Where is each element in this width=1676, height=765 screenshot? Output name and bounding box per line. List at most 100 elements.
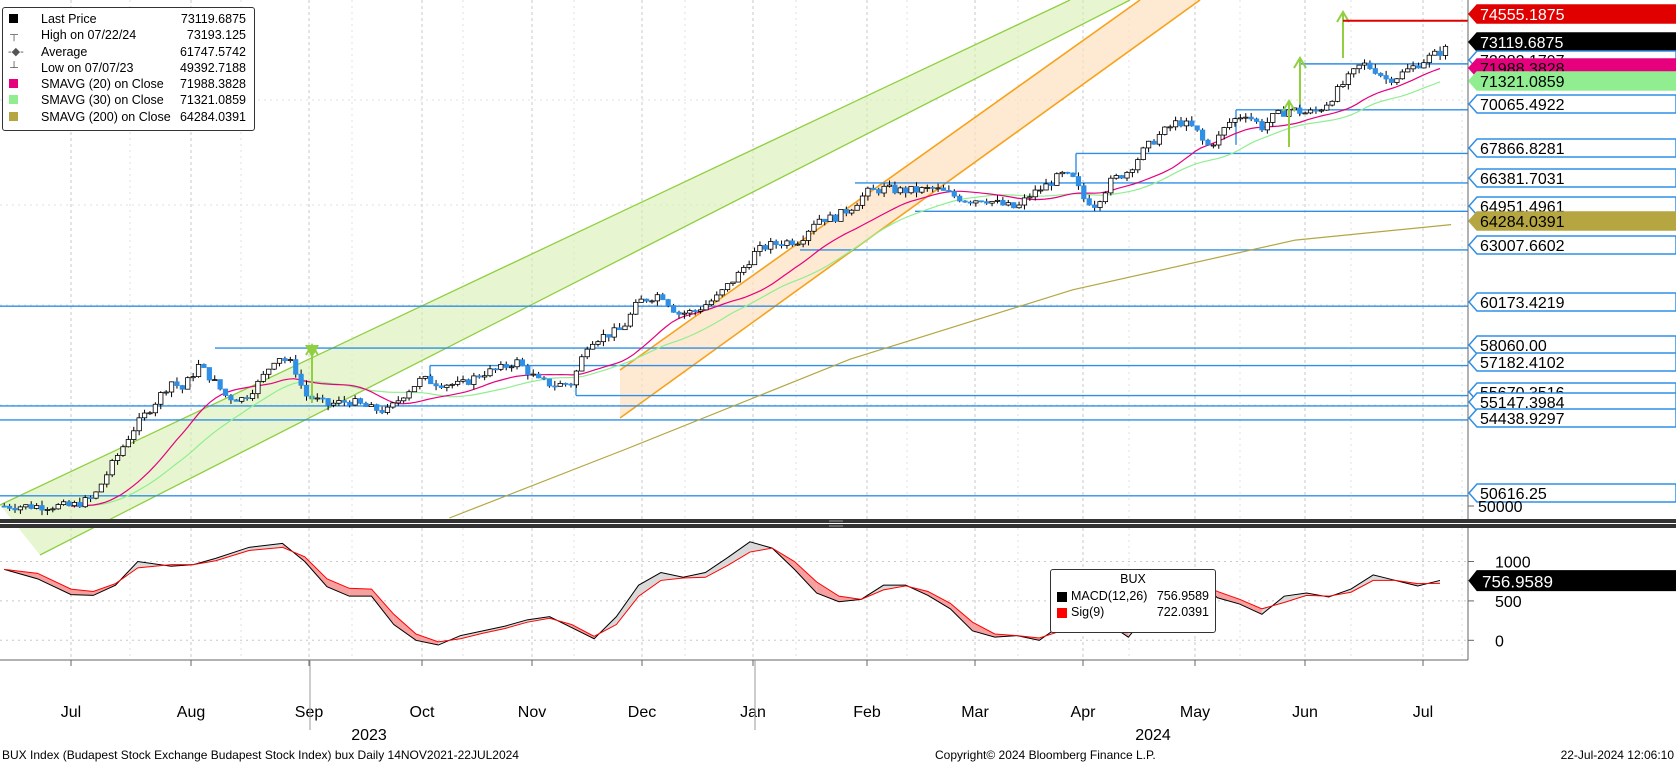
light-green-square-icon: [9, 95, 18, 105]
candle-up: [1135, 159, 1141, 171]
candle-up: [1442, 45, 1449, 56]
macd-y-tick-label: 1000: [1495, 555, 1531, 572]
candle-down: [870, 187, 876, 190]
candle-down: [1194, 125, 1200, 131]
macd-histogram-fill: [215, 547, 250, 561]
candle-up: [681, 312, 687, 315]
price-label-text: 73119.6875: [1480, 35, 1563, 52]
candle-up: [255, 380, 261, 395]
target-arrow-head: [1293, 56, 1307, 69]
price-axis: 74555.187573119.687572382.179771988.3828…: [1467, 0, 1676, 660]
legend-item-low: ┴ Low on 07/07/23 49392.7188: [7, 60, 250, 76]
candle-up: [649, 300, 655, 303]
candle-down: [465, 379, 472, 385]
legend-value: 64284.0391: [179, 109, 246, 124]
candle-up: [1183, 120, 1189, 127]
price-label-text: 63007.6602: [1480, 238, 1565, 255]
candle-up: [60, 501, 67, 505]
price-label: 67866.8281: [1467, 138, 1676, 158]
candle-up: [805, 230, 812, 241]
candle-up: [795, 243, 801, 246]
candle-down: [1199, 129, 1206, 141]
legend-value: 73119.6875: [180, 12, 246, 26]
candle-down: [692, 310, 698, 312]
legend-label: SMAVG (30) on Close: [41, 93, 164, 108]
legend-item-average: -◆- Average 61747.5742: [7, 44, 250, 60]
macd-histogram-fill: [705, 557, 728, 578]
y-tick-label: 50000: [1478, 499, 1523, 516]
candle-down: [1065, 171, 1071, 174]
candle-down: [39, 505, 45, 511]
panel-divider[interactable]: [0, 519, 1676, 528]
candle-down: [1119, 175, 1125, 179]
candle-up: [919, 187, 925, 193]
candle-up: [881, 185, 887, 194]
candle-down: [676, 311, 682, 315]
candle-up: [455, 380, 461, 385]
smavg-200-path: [449, 224, 1452, 519]
price-label-box: [1467, 335, 1676, 355]
legend-label: SMAVG (20) on Close: [41, 77, 164, 92]
price-label-box: [1467, 292, 1676, 312]
candle-up: [697, 309, 704, 312]
candle-down: [222, 388, 229, 396]
candle-down: [903, 187, 909, 194]
candle-up: [1302, 112, 1308, 115]
macd-histogram-fill: [1284, 593, 1307, 603]
macd-histogram-fill: [571, 624, 595, 639]
legend-item-smavg200: SMAVG (200) on Close 64284.0391: [7, 109, 250, 125]
candle-down: [930, 187, 936, 189]
candle-up: [1243, 116, 1249, 119]
red-square-icon: [1057, 608, 1067, 618]
candle-up: [1356, 64, 1362, 70]
macd-histogram-fill: [928, 591, 951, 609]
candle-up: [185, 377, 191, 390]
candle-down: [503, 363, 509, 368]
macd-histogram-fill: [616, 585, 639, 625]
candle-down: [519, 359, 526, 367]
target-arrows: [305, 10, 1468, 402]
candle-down: [1383, 75, 1389, 80]
candle-down: [536, 373, 542, 379]
candle-down: [1248, 116, 1254, 120]
macd-y-tick-label: 500: [1495, 594, 1522, 611]
candle-down: [789, 240, 795, 246]
x-tick-label: May: [1180, 704, 1210, 721]
candle-up: [1221, 127, 1227, 136]
candle-up: [1410, 65, 1416, 70]
candle-up: [395, 400, 401, 404]
candle-up: [276, 358, 283, 364]
candle-up: [55, 504, 61, 510]
candle-up: [1021, 197, 1028, 206]
candle-up: [1140, 147, 1146, 160]
candle-down: [762, 245, 768, 250]
candle-up: [109, 460, 115, 476]
candle-up: [1307, 109, 1314, 114]
candle-down: [1378, 72, 1384, 76]
candle-up: [498, 363, 504, 370]
candle-up: [44, 509, 51, 511]
candle-up: [584, 348, 590, 358]
candle-up: [600, 334, 607, 343]
price-label-text: 55147.3984: [1480, 395, 1565, 412]
candle-down: [616, 327, 623, 331]
candle-down: [913, 186, 920, 193]
candle-up: [50, 508, 56, 511]
candle-up: [751, 251, 758, 266]
price-label: 55147.3984: [1467, 392, 1676, 412]
candle-up: [886, 184, 893, 187]
candle-up: [622, 325, 628, 331]
candle-up: [1210, 144, 1216, 147]
candle-up: [800, 240, 806, 245]
target-arrow-head: [1336, 10, 1350, 23]
macd-value: 756.9589: [1156, 589, 1209, 603]
candle-down: [1388, 78, 1395, 83]
candle-down: [643, 298, 650, 302]
candle-up: [573, 370, 580, 386]
candle-up: [1054, 173, 1060, 186]
price-label: 70065.4922: [1467, 94, 1676, 114]
price-label: 63007.6602: [1467, 235, 1676, 255]
candle-down: [957, 195, 963, 202]
candle-down: [438, 385, 445, 388]
candle-down: [282, 358, 288, 361]
